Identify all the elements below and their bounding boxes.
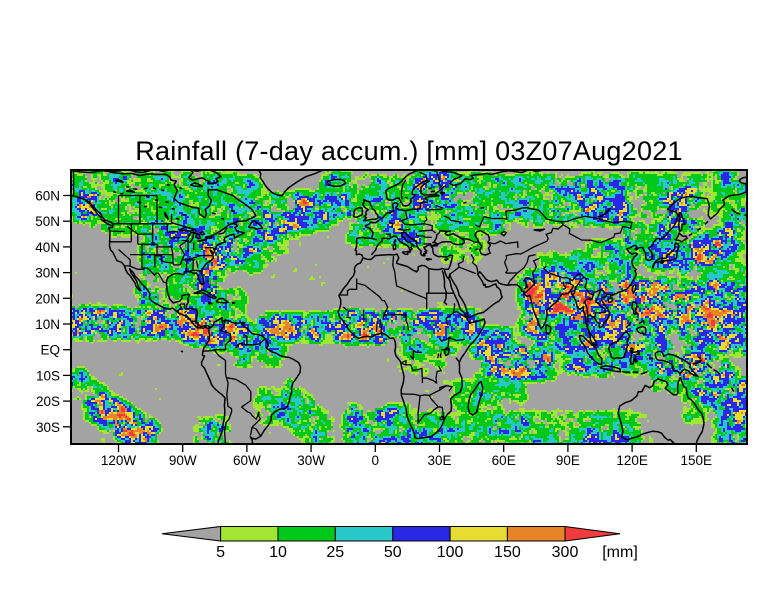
svg-text:25: 25 xyxy=(326,544,344,561)
svg-text:300: 300 xyxy=(552,544,579,561)
svg-text:10S: 10S xyxy=(36,368,60,383)
svg-text:Rainfall (7-day accum.) [mm] 0: Rainfall (7-day accum.) [mm] 03Z07Aug202… xyxy=(135,136,683,166)
svg-text:[mm]: [mm] xyxy=(602,544,638,561)
svg-text:EQ: EQ xyxy=(40,343,60,358)
svg-text:30E: 30E xyxy=(427,453,451,468)
svg-text:90E: 90E xyxy=(556,453,580,468)
svg-text:60W: 60W xyxy=(233,453,261,468)
svg-text:50N: 50N xyxy=(35,214,60,229)
svg-text:20S: 20S xyxy=(36,394,60,409)
svg-text:5: 5 xyxy=(216,544,225,561)
svg-text:120W: 120W xyxy=(101,453,137,468)
svg-text:150E: 150E xyxy=(681,453,713,468)
svg-text:10N: 10N xyxy=(35,317,60,332)
svg-text:10: 10 xyxy=(269,544,287,561)
svg-text:0: 0 xyxy=(372,453,380,468)
svg-text:60N: 60N xyxy=(35,189,60,204)
svg-text:30S: 30S xyxy=(36,420,60,435)
svg-text:40N: 40N xyxy=(35,240,60,255)
svg-text:30N: 30N xyxy=(35,266,60,281)
svg-text:100: 100 xyxy=(437,544,464,561)
svg-text:20N: 20N xyxy=(35,291,60,306)
svg-text:150: 150 xyxy=(494,544,521,561)
svg-text:50: 50 xyxy=(384,544,402,561)
svg-text:90W: 90W xyxy=(169,453,197,468)
svg-text:60E: 60E xyxy=(492,453,516,468)
svg-text:120E: 120E xyxy=(616,453,648,468)
svg-text:30W: 30W xyxy=(297,453,325,468)
